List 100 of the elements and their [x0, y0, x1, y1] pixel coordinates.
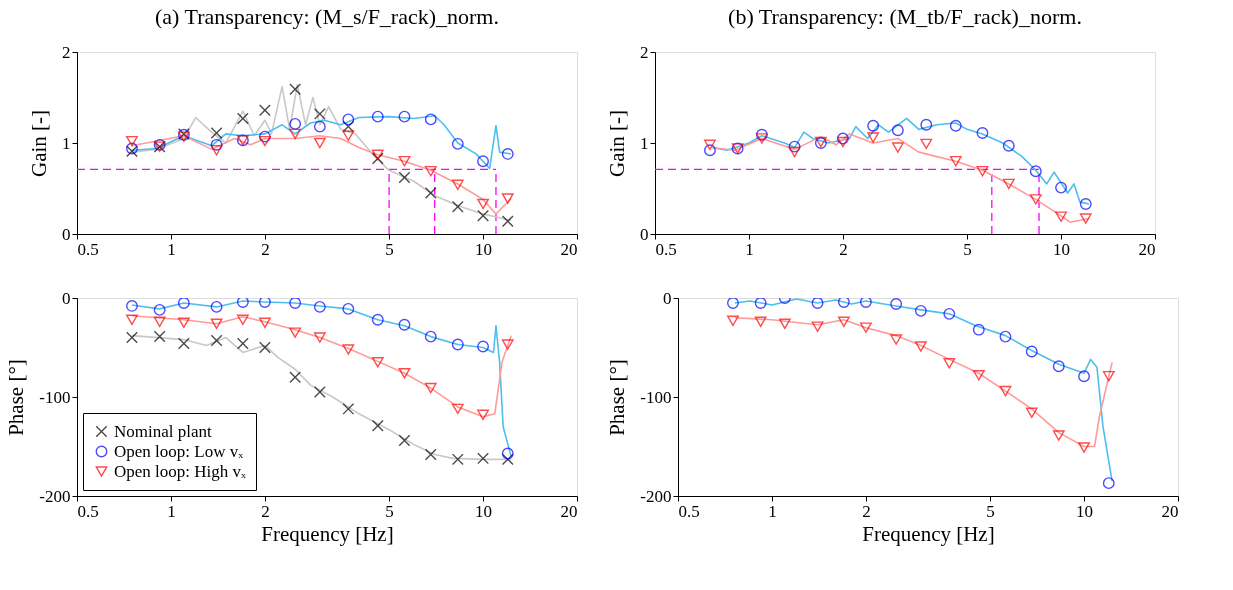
x-tick-label: 0.5	[655, 239, 677, 259]
point	[949, 119, 962, 132]
point	[754, 316, 767, 327]
point	[424, 187, 437, 199]
point	[236, 112, 249, 125]
x-tick-label: 1	[167, 501, 176, 521]
x-tick-label: 0.5	[77, 501, 99, 521]
x-tick-label: 10	[475, 239, 493, 259]
point	[943, 307, 956, 320]
point	[398, 368, 411, 379]
point	[398, 155, 411, 167]
point	[398, 171, 411, 184]
y-tick-label: -100	[640, 387, 672, 407]
chart-title: (b) Transparency: (M_tb/F_rack)_norm.	[728, 4, 1082, 29]
point	[236, 298, 249, 308]
point	[451, 403, 464, 415]
x-tick-label: 10	[1053, 239, 1071, 259]
y-tick-label: 1	[62, 133, 71, 153]
point	[727, 315, 739, 327]
point	[477, 409, 489, 421]
point	[972, 369, 985, 381]
point	[371, 357, 384, 368]
point	[424, 330, 437, 343]
point	[976, 127, 989, 139]
point	[727, 298, 739, 309]
point	[890, 334, 903, 345]
y-axis-title: Gain [-]	[605, 109, 629, 178]
y-tick-label: 0	[640, 224, 649, 244]
point	[704, 144, 716, 157]
y-tick-label: 0	[663, 288, 672, 308]
point	[867, 132, 880, 143]
y-axis-title: Gain [-]	[27, 109, 51, 178]
point	[424, 113, 437, 126]
x-tick-label: 5	[963, 239, 972, 259]
point	[342, 113, 355, 126]
x-tick-label: 10	[1076, 501, 1094, 521]
point	[424, 165, 437, 177]
point	[890, 298, 903, 310]
point	[477, 198, 489, 210]
point	[477, 155, 489, 168]
point	[289, 327, 302, 338]
point	[126, 299, 138, 312]
point	[342, 130, 355, 141]
point	[920, 118, 933, 131]
point	[398, 434, 411, 447]
x-tick-label: 20	[560, 239, 578, 259]
point	[477, 209, 489, 222]
x-tick-label: 5	[385, 501, 394, 521]
point	[342, 302, 355, 315]
point	[153, 330, 166, 343]
y-tick-label: 0	[62, 288, 71, 308]
x-tick-label: 10	[475, 501, 493, 521]
y-tick-label: -200	[640, 486, 672, 506]
point	[398, 318, 411, 331]
legend-label: Open loop: Low vₓ	[114, 441, 244, 461]
point	[371, 152, 384, 165]
x-tick-label: 2	[862, 501, 871, 521]
point	[398, 110, 411, 123]
point	[972, 323, 985, 336]
point	[754, 298, 767, 309]
point	[371, 313, 384, 326]
x-axis-title: Frequency [Hz]	[261, 521, 394, 546]
point	[289, 371, 302, 384]
point	[943, 358, 956, 369]
point	[837, 316, 850, 327]
x-tick-label: 1	[768, 501, 777, 521]
point	[342, 402, 355, 415]
point	[289, 298, 302, 309]
point	[976, 165, 989, 177]
point	[451, 453, 464, 466]
x-tick-label: 20	[560, 501, 578, 521]
x-tick-label: 2	[839, 239, 848, 259]
x-tick-label: 2	[261, 239, 270, 259]
point	[126, 331, 138, 344]
point	[1052, 430, 1065, 441]
point	[236, 314, 249, 326]
point	[153, 303, 166, 316]
point	[1025, 345, 1038, 358]
point	[371, 149, 384, 161]
legend-label: Open loop: High vₓ	[114, 461, 247, 481]
point	[126, 314, 138, 326]
point	[1055, 181, 1067, 194]
point	[126, 135, 138, 147]
x-tick-label: 5	[986, 501, 995, 521]
point	[1002, 178, 1015, 190]
y-tick-label: 2	[62, 42, 71, 62]
x-tick-label: 2	[261, 501, 270, 521]
point	[867, 119, 880, 132]
x-tick-label: 20	[1138, 239, 1156, 259]
chart-title: (a) Transparency: (M_s/F_rack)_norm.	[155, 4, 499, 29]
point	[153, 316, 166, 327]
point	[1002, 139, 1015, 152]
point	[289, 128, 302, 140]
point	[949, 155, 962, 167]
point	[1078, 442, 1090, 453]
point	[1029, 165, 1042, 178]
y-tick-label: 1	[640, 133, 649, 153]
point	[371, 419, 384, 432]
x-tick-label: 0.5	[678, 501, 700, 521]
y-tick-label: 0	[62, 224, 71, 244]
